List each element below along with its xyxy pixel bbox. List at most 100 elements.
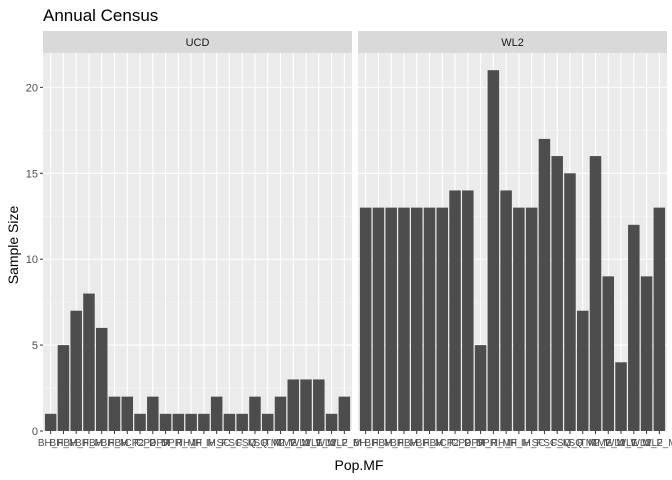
bar bbox=[385, 207, 397, 431]
bar bbox=[538, 138, 551, 431]
bar bbox=[159, 413, 172, 431]
bar bbox=[121, 396, 134, 431]
bar bbox=[589, 156, 602, 431]
bar bbox=[436, 207, 449, 431]
bar bbox=[615, 362, 627, 431]
bar bbox=[628, 224, 640, 431]
bar bbox=[564, 173, 576, 432]
bar bbox=[423, 207, 436, 431]
x-tick-label: WL1_F bbox=[290, 438, 322, 449]
y-axis-title: Sample Size bbox=[5, 205, 21, 284]
x-tick-label: SQ_M bbox=[569, 438, 597, 449]
y-tick-label: 10 bbox=[26, 254, 38, 266]
bar bbox=[372, 207, 385, 431]
x-tick-label: BH_F bbox=[378, 438, 404, 449]
bar bbox=[287, 379, 300, 431]
bar bbox=[576, 310, 589, 431]
bar bbox=[359, 207, 372, 431]
bar bbox=[313, 379, 325, 431]
facet-strip-label: WL2 bbox=[501, 37, 524, 49]
x-tick-label: BH_M bbox=[416, 438, 444, 449]
bar bbox=[198, 413, 210, 431]
bar bbox=[653, 207, 666, 431]
bar bbox=[44, 413, 57, 431]
bar bbox=[602, 276, 615, 431]
bar bbox=[338, 396, 351, 431]
x-tick-label: CP2_M bbox=[451, 438, 484, 449]
x-tick-label: IH_F bbox=[495, 438, 517, 449]
facet-panels: 05101520UCDBH_FBH_MBH_FBH_MBH_FBH_MBH_FC… bbox=[26, 31, 672, 449]
x-tick-label: BH_F bbox=[114, 438, 140, 449]
x-tick-label: WL1_M bbox=[617, 438, 651, 449]
x-tick-label: CP2_M bbox=[136, 438, 169, 449]
bar bbox=[223, 413, 236, 431]
x-tick-label: BH_M bbox=[390, 438, 418, 449]
bar bbox=[551, 156, 563, 431]
y-tick-label: 20 bbox=[26, 82, 38, 94]
bar bbox=[525, 207, 538, 431]
bar bbox=[640, 276, 653, 431]
bar bbox=[57, 345, 70, 431]
chart-title: Annual Census bbox=[43, 6, 158, 25]
bar bbox=[236, 413, 248, 431]
x-tick-label: SQ_F bbox=[242, 438, 268, 449]
x-tick-label: BH_F bbox=[89, 438, 115, 449]
x-tick-label: SC_M bbox=[228, 438, 256, 449]
x-tick-label: SC_M bbox=[543, 438, 571, 449]
x-tick-label: SQ_F bbox=[557, 438, 583, 449]
bar bbox=[410, 207, 423, 431]
x-tick-label: BH_F bbox=[404, 438, 430, 449]
x-tick-label: WL1_M bbox=[302, 438, 336, 449]
x-tick-label: BH_M bbox=[101, 438, 129, 449]
x-tick-label: IH_M bbox=[507, 438, 531, 449]
bar bbox=[474, 345, 487, 431]
y-tick-label: 0 bbox=[32, 426, 38, 438]
bar bbox=[449, 190, 461, 431]
facet-strip bbox=[43, 31, 352, 53]
x-tick-label: IH_F bbox=[180, 438, 202, 449]
x-tick-label: TM2_F bbox=[265, 438, 297, 449]
x-tick-label: SQ_M bbox=[254, 438, 282, 449]
x-tick-label: CP2_F bbox=[439, 438, 470, 449]
x-tick-label: SC_F bbox=[217, 438, 243, 449]
x-tick-label: DPR_F bbox=[464, 438, 497, 449]
bar bbox=[325, 413, 338, 431]
bar bbox=[147, 396, 159, 431]
x-tick-label: BH_M bbox=[365, 438, 393, 449]
x-tick-label: DPR_F bbox=[149, 438, 182, 449]
x-tick-label: WL2_M bbox=[327, 438, 361, 449]
bar bbox=[134, 413, 146, 431]
x-tick-label: TM2_M bbox=[591, 438, 625, 449]
facet-strip bbox=[358, 31, 667, 53]
bar bbox=[95, 327, 108, 431]
x-tick-label: WL2_F bbox=[630, 438, 662, 449]
bar bbox=[487, 70, 500, 431]
bar bbox=[398, 207, 410, 431]
x-tick-label: TM2_M bbox=[276, 438, 310, 449]
y-tick-label: 5 bbox=[32, 340, 38, 352]
x-tick-label: SC_F bbox=[532, 438, 558, 449]
x-tick-label: CP2_F bbox=[124, 438, 155, 449]
bar bbox=[274, 396, 287, 431]
x-tick-label: DPR_M bbox=[476, 438, 511, 449]
x-tick-label: TM2_F bbox=[580, 438, 612, 449]
x-tick-label: BH_F bbox=[38, 438, 64, 449]
bar bbox=[108, 396, 121, 431]
bar bbox=[261, 413, 274, 431]
x-tick-label: BH_M bbox=[75, 438, 103, 449]
bar bbox=[83, 293, 95, 431]
bar bbox=[172, 413, 185, 431]
x-axis-title: Pop.MF bbox=[334, 457, 383, 473]
x-tick-label: DPR_M bbox=[161, 438, 196, 449]
x-tick-label: WL1_F bbox=[605, 438, 637, 449]
bar bbox=[513, 207, 525, 431]
facet-strip-label: UCD bbox=[186, 37, 210, 49]
x-tick-label: IH_F bbox=[206, 438, 228, 449]
x-tick-label: BH_F bbox=[429, 438, 455, 449]
bar bbox=[70, 310, 82, 431]
bar bbox=[462, 190, 474, 431]
bar bbox=[185, 413, 197, 431]
bar bbox=[249, 396, 261, 431]
x-tick-label: WL2_M bbox=[642, 438, 672, 449]
